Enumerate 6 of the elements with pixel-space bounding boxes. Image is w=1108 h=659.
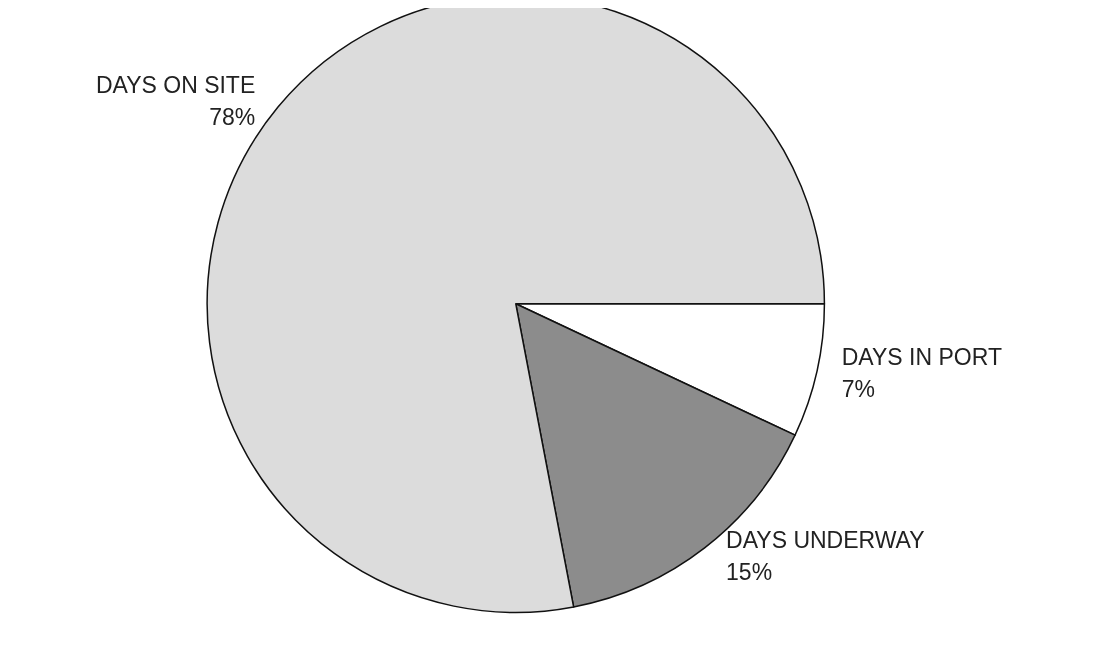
data-label: 78% bbox=[209, 103, 256, 130]
slice-label: DAYS UNDERWAY bbox=[726, 526, 925, 553]
slice-label: DAYS IN PORT bbox=[841, 344, 1002, 371]
data-label: 15% bbox=[726, 558, 773, 585]
slice-label: DAYS ON SITE bbox=[95, 71, 256, 98]
data-label: 7% bbox=[841, 376, 875, 403]
